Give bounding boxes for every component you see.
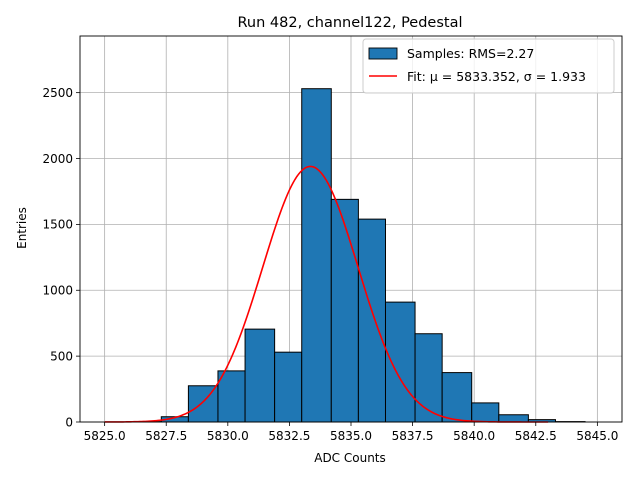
histogram-bar <box>187 385 219 423</box>
y-tick-label: 1500 <box>42 218 73 232</box>
legend-entry-samples: Samples: RMS=2.27 <box>407 46 534 61</box>
histogram-bar <box>217 370 246 423</box>
histogram-bars <box>131 88 586 423</box>
histogram-bar <box>357 218 386 423</box>
histogram-bar <box>498 414 529 423</box>
legend-bar-swatch <box>368 47 398 60</box>
histogram-bar <box>471 402 500 423</box>
y-tick-label: 500 <box>50 349 73 363</box>
x-tick-label: 5845.0 <box>576 429 618 443</box>
x-tick-label: 5825.0 <box>84 429 126 443</box>
x-axis-label: ADC Counts <box>314 451 386 465</box>
histogram-bar <box>384 301 416 423</box>
y-tick-label: 2500 <box>42 86 73 100</box>
chart-title: Run 482, channel122, Pedestal <box>237 15 462 31</box>
x-tick-label: 5830.0 <box>207 429 249 443</box>
histogram-bar <box>244 328 276 423</box>
y-axis-label: Entries <box>15 207 29 249</box>
x-tick-label: 5835.0 <box>330 429 372 443</box>
x-tick-label: 5827.5 <box>145 429 187 443</box>
y-axis-ticks: 0 500 1000 1500 2000 2500 <box>42 86 80 429</box>
histogram-bar <box>330 198 359 423</box>
x-tick-label: 5837.5 <box>392 429 434 443</box>
x-tick-label: 5842.5 <box>515 429 557 443</box>
histogram-bar <box>441 372 473 423</box>
y-tick-label: 0 <box>65 415 73 429</box>
x-axis-ticks: 5825.0 5827.5 5830.0 5832.5 5835.0 5837.5 5840… <box>84 422 618 443</box>
legend-box <box>362 38 615 94</box>
histogram-bar <box>274 351 303 423</box>
y-tick-label: 1000 <box>42 284 73 298</box>
x-tick-label: 5832.5 <box>268 429 310 443</box>
legend: Samples: RMS=2.27 Fit: μ = 5833.352, σ =… <box>362 38 615 94</box>
fit-curve <box>104 165 549 423</box>
legend-entry-fit: Fit: μ = 5833.352, σ = 1.933 <box>407 69 586 84</box>
y-tick-label: 2000 <box>42 152 73 166</box>
histogram-bar <box>301 88 332 423</box>
histogram-bar <box>414 333 443 423</box>
x-tick-label: 5840.0 <box>453 429 495 443</box>
